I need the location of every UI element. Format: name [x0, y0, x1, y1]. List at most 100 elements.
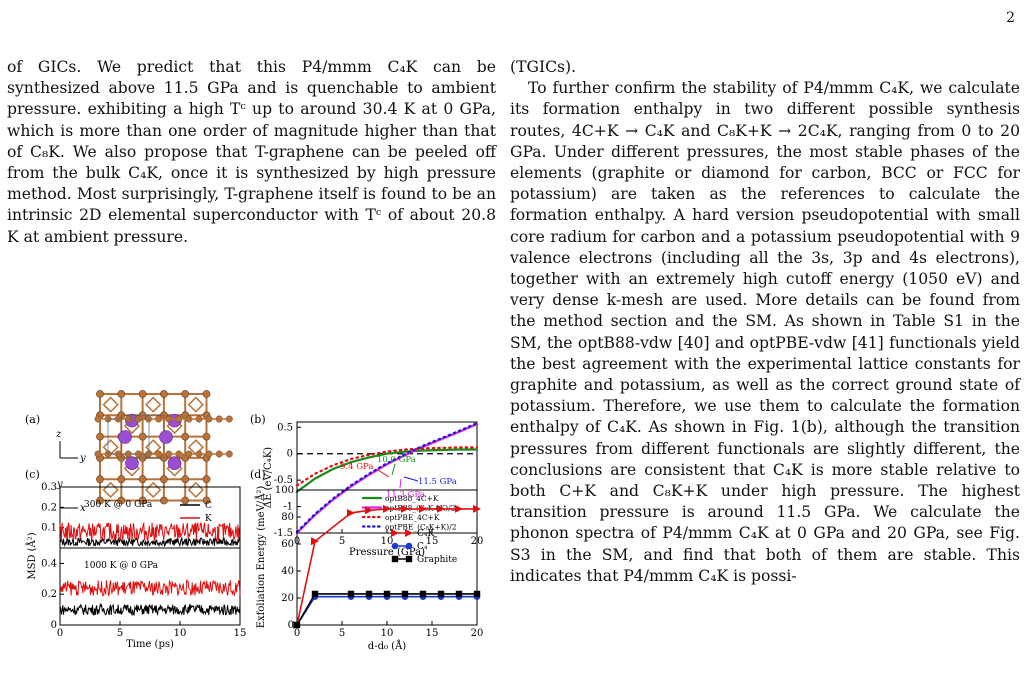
carbon-atom	[138, 475, 147, 484]
series-line	[295, 448, 479, 493]
y-tick-label: 20	[281, 593, 294, 604]
y-axis-label: ΔE (eV/C₄K)	[263, 447, 274, 508]
subplot-label: 300 K @ 0 GPa	[84, 500, 153, 510]
figure-1: (a) y x (b) 0 5 10 15 20 0.5 0 -0.5 -1 -1.5 Pressu…	[25, 390, 483, 652]
y-tick-label: 40	[281, 566, 294, 577]
axis-x-label: x	[80, 503, 86, 514]
panel-c-plot: 0.3 0.2 0.1 300 K @ 0 GPa 0.4 0.2 0 1000 K @ 0 …	[26, 482, 246, 650]
marker-triangle	[391, 529, 399, 537]
y-tick-label: 0	[51, 620, 57, 631]
x-tick-label: 20	[471, 628, 484, 639]
msd-trace	[59, 578, 241, 597]
carbon-atom	[159, 475, 168, 484]
x-tick-label: 5	[339, 628, 345, 639]
axes-indicator-xy	[59, 490, 78, 509]
panel-b-label: (b)	[250, 413, 266, 426]
subplot-label: 1000 K @ 0 GPa	[84, 561, 159, 571]
axis-y-label: y	[56, 479, 63, 490]
c4-ring	[187, 396, 204, 413]
carbon-atom	[96, 390, 104, 398]
marker-triangle	[383, 504, 391, 513]
legend-label: optPBE_(C₈K+K)/2	[385, 523, 457, 532]
marker-square	[347, 590, 355, 598]
x-tick-label: 10	[174, 628, 187, 639]
carbon-atom	[181, 496, 190, 505]
marker-triangle	[311, 537, 319, 546]
panel-d-label: (d)	[250, 468, 266, 481]
carbon-atom	[96, 432, 104, 441]
x-tick-label: 0	[57, 628, 63, 639]
c4-ring	[145, 396, 162, 413]
panel-c-label: (c)	[25, 468, 40, 481]
series-line	[296, 508, 477, 626]
y-axis-label: Exfoliation Energy (meV/Å²)	[255, 486, 267, 629]
right-paragraph: To further confirm the stability of P4/m…	[510, 79, 1020, 585]
carbon-atom	[96, 496, 104, 505]
panel-a: (a) y x	[25, 390, 233, 514]
marker-square	[437, 590, 445, 598]
structure-side-view	[94, 415, 233, 458]
marker-triangle	[401, 504, 409, 513]
left-paragraph: of GICs. We predict that this P4/mmm C₄K…	[7, 58, 496, 246]
marker-square	[473, 590, 481, 598]
x-tick-label: 15	[426, 536, 439, 547]
marker-square	[401, 590, 409, 598]
legend-label: optPBE_4C+K	[385, 513, 440, 522]
y-tick-label: 0	[287, 449, 293, 460]
y-tick-label: 0.3	[41, 482, 57, 493]
legend-label: Graphite	[417, 555, 457, 565]
y-tick-label: -0.5	[274, 475, 293, 486]
right-column: (TGICs). To further confirm the stabilit…	[510, 57, 1020, 587]
marker-triangle	[437, 504, 445, 513]
y-tick-label: -1.5	[274, 528, 293, 539]
arrow-11.5	[403, 476, 419, 482]
right-first-line: (TGICs).	[510, 58, 577, 76]
carbon-atom	[138, 390, 147, 398]
carbon-atom	[96, 475, 104, 484]
unit-cell-side	[107, 418, 150, 455]
axes-indicator-zy-drawn	[59, 441, 78, 459]
carbon-atom	[181, 432, 190, 441]
y-tick-label: 0.4	[41, 558, 57, 569]
y-tick-label: 60	[281, 539, 294, 550]
x-axis-label: Pressure (GPa)	[349, 547, 425, 558]
potassium-atom-side	[159, 430, 173, 444]
marker-triangle	[347, 508, 355, 517]
carbon-atom	[159, 496, 168, 505]
marker-square	[311, 590, 319, 598]
series-line	[296, 593, 477, 626]
annotation-9.4: 9.4 GPa	[340, 462, 373, 472]
msd-trace	[59, 602, 241, 617]
carbon-atom	[181, 475, 190, 484]
marker-square	[455, 590, 463, 598]
y-tick-label: 0	[288, 620, 294, 631]
c4-ring	[187, 481, 204, 498]
annotation-10.0: 10.0 GPa	[377, 455, 416, 465]
marker-square	[293, 621, 301, 629]
carbon-atom	[202, 496, 211, 505]
carbon-atom	[202, 390, 211, 398]
carbon-atom	[181, 390, 190, 398]
marker-square	[365, 590, 373, 598]
panel-d: (d) 0 5 10 15 20 0 20 40 60 80 100 d-d₀ (Å) Exfoliat…	[250, 468, 483, 652]
carbon-atom	[117, 496, 126, 505]
carbon-atom	[202, 475, 211, 484]
potassium-atom	[125, 456, 139, 471]
y-tick-label: 100	[275, 485, 294, 496]
msd-trace	[59, 536, 241, 548]
c4-ring	[102, 396, 119, 413]
left-column: of GICs. We predict that this P4/mmm C₄K…	[7, 57, 496, 248]
axis-y2-label: y	[79, 453, 86, 464]
marker-triangle	[419, 504, 427, 513]
arrow-10.0	[391, 463, 396, 476]
x-axis-label: d-d₀ (Å)	[368, 640, 406, 652]
potassium-atom-side	[118, 430, 132, 444]
y-tick-label: 0.5	[277, 422, 293, 433]
marker-square	[391, 555, 399, 563]
legend-label: C₄	[417, 542, 428, 552]
carbon-atom	[138, 432, 147, 441]
marker-triangle	[365, 506, 373, 515]
potassium-atom	[167, 456, 182, 471]
marker-circle	[405, 542, 413, 550]
marker-triangle	[405, 529, 413, 537]
